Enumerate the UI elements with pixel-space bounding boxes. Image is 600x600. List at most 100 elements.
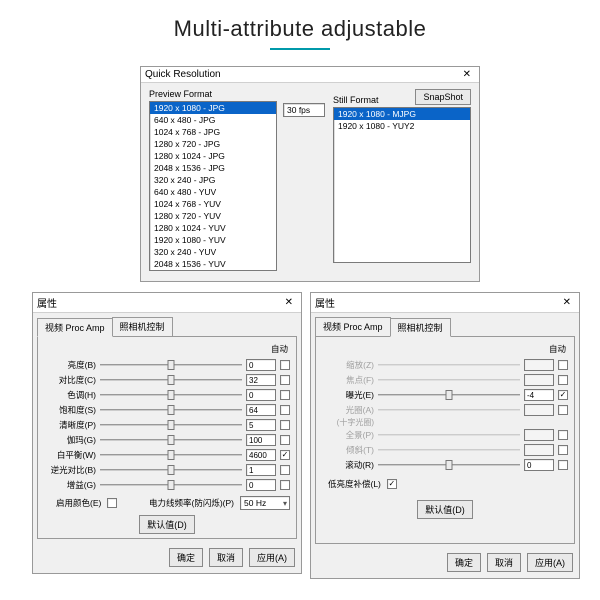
color-enable-checkbox[interactable] <box>107 498 117 508</box>
list-item[interactable]: 640 x 480 - YUV <box>150 186 276 198</box>
property-value[interactable]: 5 <box>246 419 276 431</box>
list-item[interactable]: 1920 x 1080 - MJPG <box>334 108 470 120</box>
auto-checkbox[interactable] <box>280 390 290 400</box>
list-item[interactable]: 2048 x 1536 - JPG <box>150 162 276 174</box>
list-item[interactable]: 320 x 240 - JPG <box>150 174 276 186</box>
lowlight-checkbox[interactable]: ✓ <box>387 479 397 489</box>
color-enable-label: 启用颜色(E) <box>56 497 101 509</box>
list-item[interactable]: 1920 x 1080 - YUV <box>150 234 276 246</box>
list-item[interactable]: 1280 x 720 - JPG <box>150 138 276 150</box>
auto-checkbox[interactable] <box>280 375 290 385</box>
powerline-select[interactable]: 50 Hz <box>240 496 290 510</box>
ok-button[interactable]: 确定 <box>169 548 203 567</box>
property-label: 滚动(R) <box>322 459 374 471</box>
property-value[interactable]: 32 <box>246 374 276 386</box>
property-value[interactable]: 0 <box>246 359 276 371</box>
property-slider[interactable] <box>100 449 242 461</box>
auto-checkbox[interactable] <box>280 480 290 490</box>
auto-checkbox[interactable] <box>558 405 568 415</box>
list-item[interactable]: 1920 x 1080 - JPG <box>150 102 276 114</box>
property-row: 色调(H)0 <box>44 387 290 402</box>
still-format-list[interactable]: 1920 x 1080 - MJPG1920 x 1080 - YUY2 <box>333 107 471 263</box>
cancel-button[interactable]: 取消 <box>209 548 243 567</box>
auto-checkbox[interactable] <box>558 445 568 455</box>
property-slider <box>378 374 520 386</box>
list-item[interactable]: 1280 x 720 - YUV <box>150 210 276 222</box>
apply-button[interactable]: 应用(A) <box>249 548 295 567</box>
auto-checkbox[interactable] <box>280 405 290 415</box>
list-item[interactable]: 1280 x 1024 - YUV <box>150 222 276 234</box>
auto-checkbox[interactable] <box>558 460 568 470</box>
close-icon[interactable]: ✕ <box>459 69 475 80</box>
auto-checkbox[interactable] <box>280 360 290 370</box>
tab-proc-amp[interactable]: 视频 Proc Amp <box>315 317 391 336</box>
property-label: 焦点(F) <box>322 374 374 386</box>
property-slider[interactable] <box>100 434 242 446</box>
property-value[interactable]: 0 <box>246 389 276 401</box>
auto-checkbox[interactable]: ✓ <box>280 450 290 460</box>
quick-resolution-window: Quick Resolution ✕ Preview Format 1920 x… <box>140 66 480 282</box>
property-slider[interactable] <box>378 389 520 401</box>
auto-checkbox[interactable] <box>558 360 568 370</box>
list-item[interactable]: 1024 x 768 - JPG <box>150 126 276 138</box>
list-item[interactable]: 2048 x 1536 - YUV <box>150 258 276 270</box>
property-value[interactable]: 0 <box>246 479 276 491</box>
tab-proc-amp[interactable]: 视频 Proc Amp <box>37 318 113 337</box>
default-button[interactable]: 默认值(D) <box>139 515 195 534</box>
auto-header: 自动 <box>322 343 568 355</box>
property-slider[interactable] <box>100 374 242 386</box>
property-value[interactable]: 100 <box>246 434 276 446</box>
close-icon[interactable]: ✕ <box>281 297 297 308</box>
list-item[interactable]: 320 x 240 - YUV <box>150 246 276 258</box>
auto-checkbox[interactable] <box>280 420 290 430</box>
tab-camera-control[interactable]: 照相机控制 <box>112 317 173 336</box>
property-label: 清晰度(P) <box>44 419 96 431</box>
property-slider[interactable] <box>378 459 520 471</box>
property-slider <box>378 359 520 371</box>
property-value <box>524 404 554 416</box>
still-format-label: Still Format <box>333 95 379 105</box>
props-title: 属性 <box>315 295 335 310</box>
apply-button[interactable]: 应用(A) <box>527 553 573 572</box>
auto-checkbox[interactable]: ✓ <box>558 390 568 400</box>
property-value[interactable]: 0 <box>524 459 554 471</box>
property-row: 饱和度(S) 64 <box>44 402 290 417</box>
property-row: 滚动(R) 0 <box>322 457 568 472</box>
property-slider[interactable] <box>100 464 242 476</box>
list-item[interactable]: 1280 x 1024 - JPG <box>150 150 276 162</box>
property-slider[interactable] <box>100 359 242 371</box>
auto-checkbox[interactable] <box>280 435 290 445</box>
auto-checkbox[interactable] <box>558 430 568 440</box>
property-value[interactable]: 64 <box>246 404 276 416</box>
title-underline <box>270 48 330 50</box>
property-row: 白平衡(W)4600✓ <box>44 447 290 462</box>
property-slider[interactable] <box>100 479 242 491</box>
property-row: 缩放(Z) <box>322 357 568 372</box>
property-value[interactable]: 1 <box>246 464 276 476</box>
property-label: 饱和度(S) <box>44 404 96 416</box>
property-label: 全景(P) <box>322 429 374 441</box>
ok-button[interactable]: 确定 <box>447 553 481 572</box>
list-item[interactable]: 1920 x 1080 - YUY2 <box>334 120 470 132</box>
preview-format-label: Preview Format <box>149 89 277 99</box>
property-label: 逆光对比(B) <box>44 464 96 476</box>
tab-camera-control[interactable]: 照相机控制 <box>390 318 451 337</box>
cancel-button[interactable]: 取消 <box>487 553 521 572</box>
auto-checkbox[interactable] <box>280 465 290 475</box>
property-value[interactable]: 4600 <box>246 449 276 461</box>
list-item[interactable]: 1024 x 768 - YUV <box>150 198 276 210</box>
property-slider[interactable] <box>100 419 242 431</box>
preview-format-list[interactable]: 1920 x 1080 - JPG640 x 480 - JPG1024 x 7… <box>149 101 277 271</box>
snapshot-button[interactable]: SnapShot <box>415 89 471 105</box>
property-slider[interactable] <box>100 389 242 401</box>
property-slider[interactable] <box>100 404 242 416</box>
property-row: 逆光对比(B) 1 <box>44 462 290 477</box>
list-item[interactable]: 640 x 480 - JPG <box>150 114 276 126</box>
property-value[interactable]: -4 <box>524 389 554 401</box>
default-button[interactable]: 默认值(D) <box>417 500 473 519</box>
property-value <box>524 444 554 456</box>
close-icon[interactable]: ✕ <box>559 297 575 308</box>
auto-checkbox[interactable] <box>558 375 568 385</box>
property-row: 伽玛(G)100 <box>44 432 290 447</box>
properties-window-camera: 属性 ✕ 视频 Proc Amp 照相机控制 自动 缩放(Z)焦点(F)曝光(E… <box>310 292 580 579</box>
